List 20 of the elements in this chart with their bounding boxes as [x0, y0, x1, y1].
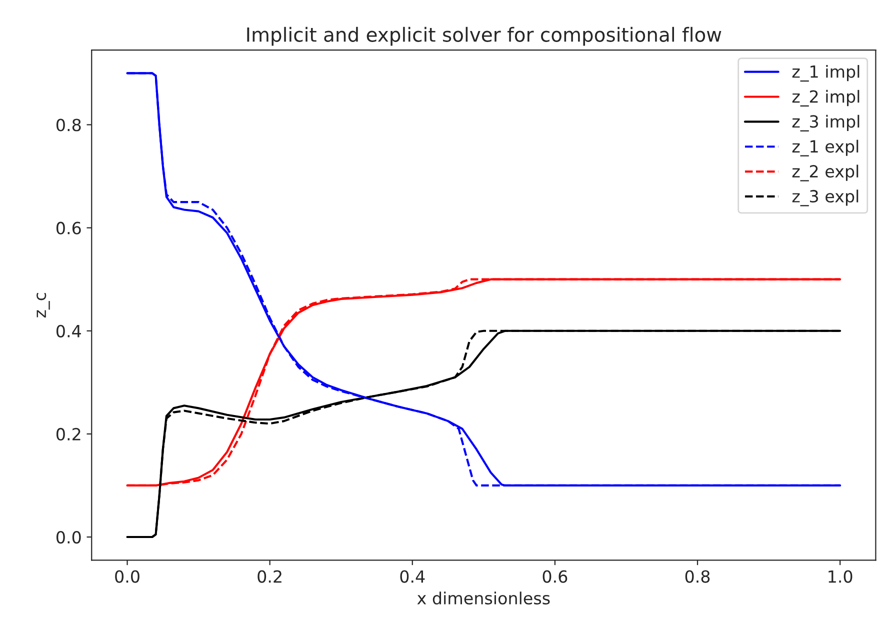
x-tick-label: 0.8 — [685, 570, 710, 583]
x-tick-label: 0.0 — [115, 570, 140, 583]
legend-label: z_3 impl — [792, 114, 860, 132]
x-tick-label: 0.2 — [258, 570, 282, 583]
legend-label: z_1 expl — [792, 140, 858, 156]
x-tick-label: 0.4 — [400, 570, 425, 583]
y-axis-title: z_c — [36, 293, 50, 318]
y-tick-label: 0.0 — [56, 530, 81, 544]
x-tick-label: 1.0 — [828, 570, 852, 583]
y-tick-label: 0.8 — [56, 118, 81, 132]
y-tick-label: 0.4 — [56, 324, 81, 338]
legend-label: z_2 expl — [792, 164, 858, 182]
y-tick-label: 0.6 — [56, 222, 81, 234]
y-tick-label: 0.2 — [56, 428, 80, 441]
chart-title: Implicit and explicit solver for compositional flow — [247, 26, 722, 46]
legend-label: z_2 impl — [792, 90, 860, 107]
x-axis-title: x dimensionless — [417, 592, 550, 605]
legend-label: z_3 expl — [792, 190, 858, 206]
legend-label: z_1 impl — [792, 65, 860, 82]
x-tick-label: 0.6 — [542, 570, 568, 583]
